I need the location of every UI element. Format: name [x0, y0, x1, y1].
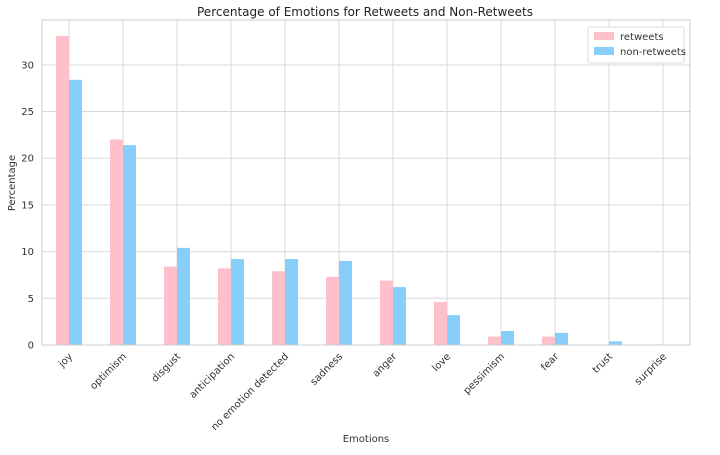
- chart-title: Percentage of Emotions for Retweets and …: [197, 5, 533, 19]
- bar-retweets-sadness: [326, 276, 339, 345]
- bar-non-retweets-love: [447, 315, 460, 345]
- bar-non-retweets-joy: [69, 79, 82, 346]
- y-tick-label: 20: [21, 154, 34, 165]
- legend-swatch-non-retweets: [594, 47, 614, 55]
- bar-non-retweets-anticipation: [231, 259, 244, 345]
- x-axis-label: Emotions: [343, 434, 390, 445]
- bar-non-retweets-no-emotion-detected: [285, 259, 298, 345]
- bar-non-retweets-fear: [555, 332, 568, 345]
- bar-retweets-love: [434, 302, 447, 345]
- y-tick-label: 15: [21, 200, 34, 211]
- bar-non-retweets-disgust: [177, 247, 190, 345]
- y-axis-ticks: 0 5 10 15 20 25 30: [21, 60, 34, 351]
- y-tick-label: 0: [28, 341, 34, 352]
- bar-retweets-anger: [380, 280, 393, 345]
- bar-non-retweets-optimism: [123, 145, 136, 345]
- legend: retweets non-retweets: [587, 26, 686, 64]
- bar-non-retweets-pessimism: [501, 330, 514, 345]
- legend-swatch-retweets: [594, 32, 614, 40]
- bar-retweets-no-emotion-detected: [272, 271, 285, 345]
- bar-retweets-disgust: [164, 266, 177, 345]
- bar-non-retweets-trust: [609, 341, 622, 345]
- legend-label-retweets: retweets: [620, 32, 664, 43]
- bar-retweets-fear: [542, 336, 555, 345]
- bar-retweets-optimism: [110, 139, 123, 345]
- y-axis-label: Percentage: [7, 155, 18, 211]
- y-tick-label: 10: [21, 247, 34, 258]
- y-tick-label: 25: [21, 107, 34, 118]
- bar-retweets-anticipation: [218, 268, 231, 345]
- bar-retweets-joy: [56, 35, 69, 346]
- bar-retweets-pessimism: [488, 336, 501, 345]
- y-tick-label: 5: [28, 294, 34, 305]
- legend-label-non-retweets: non-retweets: [620, 47, 686, 58]
- bars: [56, 35, 676, 346]
- bar-non-retweets-sadness: [339, 260, 352, 345]
- plot-frame: [41, 19, 691, 346]
- y-tick-label: 30: [21, 60, 34, 71]
- bar-non-retweets-anger: [393, 287, 406, 345]
